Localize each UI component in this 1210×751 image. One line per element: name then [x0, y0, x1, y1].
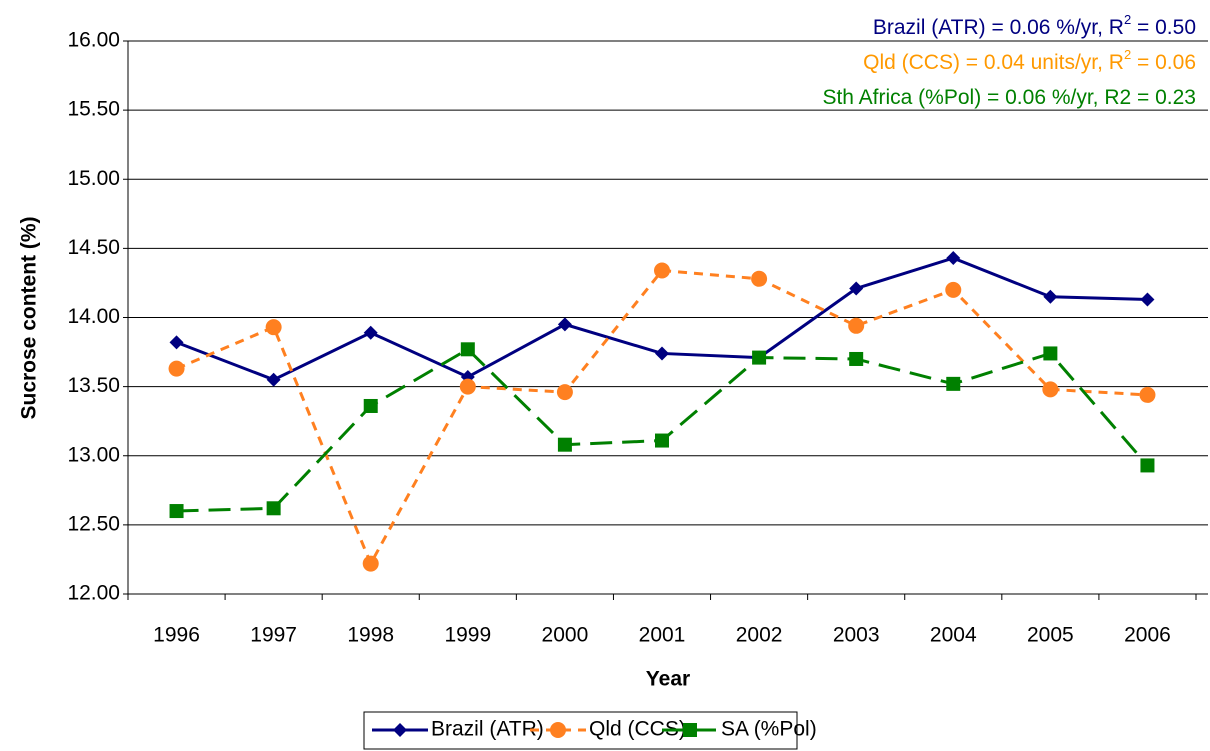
x-tick-label: 1997: [250, 624, 297, 647]
x-tick-label: 1999: [444, 624, 491, 647]
marker: [1043, 289, 1058, 304]
x-axis-title: Year: [646, 668, 690, 691]
annotation-part: Sth Africa (%Pol) = 0.06 %/yr, R2 = 0.23: [822, 86, 1196, 109]
marker: [550, 722, 566, 738]
marker: [460, 342, 475, 357]
series-line: [176, 347, 1149, 513]
y-tick-label: 15.50: [67, 98, 120, 121]
marker: [683, 723, 697, 737]
marker: [946, 251, 961, 266]
annotation-part: 2: [1124, 47, 1131, 62]
annotation-part: Qld (CCS) = 0.04 units/yr, R: [863, 51, 1124, 74]
marker: [169, 335, 184, 350]
y-tick-label: 14.50: [67, 236, 120, 259]
marker: [1139, 386, 1156, 403]
y-axis-title: Sucrose content (%): [18, 216, 41, 419]
x-tick-label: 2000: [542, 624, 589, 647]
marker: [557, 317, 572, 332]
marker: [169, 504, 184, 519]
marker: [848, 317, 865, 334]
y-tick-label: 13.50: [67, 374, 120, 397]
legend-label: SA (%Pol): [721, 718, 817, 741]
annotation-part: = 0.50: [1131, 16, 1196, 39]
marker: [168, 360, 185, 377]
x-tick-label: 1996: [153, 624, 200, 647]
x-tick-label: 2001: [639, 624, 686, 647]
legend-box: [363, 711, 798, 750]
y-tick-label: 16.00: [67, 29, 120, 52]
marker: [946, 376, 961, 391]
marker: [556, 384, 573, 401]
annotation: Qld (CCS) = 0.04 units/yr, R2 = 0.06: [863, 47, 1196, 74]
y-tick-label: 14.00: [67, 305, 120, 328]
x-tick-label: 2003: [833, 624, 880, 647]
annotation: Brazil (ATR) = 0.06 %/yr, R2 = 0.50: [873, 12, 1196, 39]
marker: [655, 346, 669, 361]
marker: [654, 262, 670, 279]
marker: [363, 325, 378, 340]
marker: [363, 398, 378, 413]
series-line: [175, 268, 1148, 568]
y-tick-label: 15.00: [67, 167, 120, 190]
annotation-part: 2: [1124, 12, 1131, 27]
legend-label: Brazil (ATR): [431, 718, 544, 741]
marker: [849, 351, 864, 366]
annotation: Sth Africa (%Pol) = 0.06 %/yr, R2 = 0.23: [822, 86, 1196, 109]
marker: [849, 281, 864, 296]
marker: [459, 378, 476, 395]
marker: [265, 319, 282, 336]
marker: [1043, 346, 1058, 361]
annotation-part: Brazil (ATR) = 0.06 %/yr, R: [873, 16, 1124, 39]
x-tick-label: 2002: [736, 624, 783, 647]
marker: [1140, 458, 1155, 473]
y-tick-label: 12.00: [67, 582, 120, 605]
marker: [945, 281, 962, 298]
x-tick-label: 1998: [347, 624, 394, 647]
y-tick-label: 12.50: [67, 512, 120, 535]
marker: [557, 437, 572, 452]
annotation-part: = 0.06: [1131, 51, 1196, 74]
marker: [362, 555, 379, 572]
x-tick-label: 2004: [930, 624, 977, 647]
marker: [393, 723, 407, 737]
y-tick-label: 13.00: [67, 443, 120, 466]
marker: [751, 270, 768, 287]
marker: [655, 433, 669, 448]
x-tick-label: 2006: [1124, 624, 1171, 647]
marker: [752, 350, 767, 365]
marker: [266, 372, 281, 387]
marker: [266, 501, 281, 516]
legend-label: Qld (CCS): [589, 718, 686, 741]
x-tick-label: 2005: [1027, 624, 1074, 647]
marker: [1042, 381, 1059, 398]
marker: [1140, 292, 1155, 307]
